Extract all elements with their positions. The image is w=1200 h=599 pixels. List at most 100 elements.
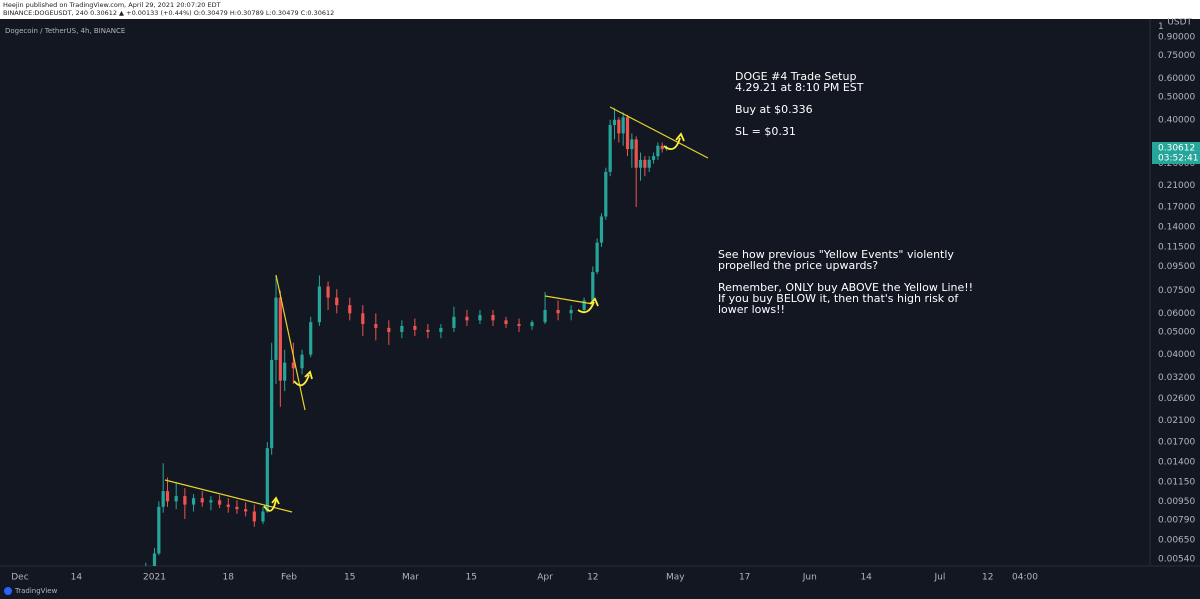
x-tick-label: 17 [739, 573, 750, 583]
candle-body [191, 498, 196, 505]
candle-body [252, 511, 256, 522]
annotation-line: 4.29.21 at 8:10 PM EST [735, 81, 864, 94]
x-tick-label: 12 [587, 573, 598, 583]
candle-body [543, 309, 547, 323]
axes: 10.90000 0.75000 0.60000 0.50000 0.40000 0.26… [11, 22, 1195, 583]
candle-body [183, 496, 187, 505]
x-tick-label: 15 [344, 573, 355, 583]
candle-body [165, 491, 170, 502]
annotation-line: propelled the price upwards? [718, 259, 878, 272]
y-tick-label: 0.11500 [1158, 242, 1195, 252]
x-tick-label: Dec [11, 573, 28, 583]
published-line: Heejin published on TradingView.com, Apr… [3, 1, 221, 9]
candle-body [491, 315, 495, 321]
candle-body [595, 242, 599, 272]
candle-body [244, 509, 248, 512]
candle-body [300, 354, 304, 369]
arrow [577, 297, 599, 314]
y-tick-label: 0.05000 [1158, 327, 1195, 337]
y-tick-label: 0.09500 [1158, 262, 1195, 272]
symbol-line: BINANCE:DOGEUSDT, 240 0.30612 ▲ +0.00133… [3, 9, 334, 17]
candle-body [226, 504, 230, 507]
candle-body [612, 119, 617, 125]
y-tick-label: 0.00650 [1158, 536, 1195, 546]
y-tick-label: 0.06000 [1158, 309, 1195, 319]
y-tick-label: 0.01400 [1158, 457, 1195, 467]
y-tick-label: 0.03200 [1158, 373, 1195, 383]
y-tick-label: 1 [1158, 22, 1164, 32]
candle-body [317, 286, 321, 323]
candle-body [465, 316, 469, 321]
y-tick-label: 0.00790 [1158, 516, 1195, 526]
candle-body [326, 286, 330, 298]
last-price: 0.30612 [1158, 144, 1195, 154]
annotation-line: Remember, ONLY buy ABOVE the Yellow Line… [718, 281, 973, 294]
arrow [293, 370, 313, 387]
candle-body [235, 506, 239, 510]
y-tick-label: 0.90000 [1158, 33, 1195, 43]
trend-line [544, 295, 594, 305]
y-tick-label: 0.75000 [1158, 51, 1195, 61]
candle-body [604, 171, 608, 217]
y-tick-label: 0.04000 [1158, 350, 1195, 360]
arrow [263, 496, 280, 512]
candle-body [152, 553, 157, 566]
countdown: 03:52:41 [1158, 154, 1198, 164]
candle-body [261, 511, 265, 522]
candle-body [530, 322, 534, 326]
candle-body [426, 329, 430, 332]
candles [145, 107, 669, 566]
candle-body [161, 491, 165, 507]
x-tick-label: Jun [802, 573, 817, 583]
candle-body [556, 309, 560, 314]
candle-body [413, 325, 417, 330]
y-tick-label: 0.01150 [1158, 477, 1195, 487]
x-tick-label: Jul [934, 573, 946, 583]
candle-body [478, 315, 482, 321]
candle-body [452, 316, 456, 328]
candle-body [569, 309, 573, 314]
candle-body [174, 496, 178, 502]
candle-body [387, 327, 391, 332]
y-tick-label: 0.26000 [1158, 159, 1195, 169]
candle-body [270, 359, 274, 449]
candle-body [217, 500, 222, 505]
candle-body [608, 124, 612, 172]
candle-body [278, 297, 282, 381]
candle-body [599, 216, 604, 243]
x-tick-label: 18 [223, 573, 235, 583]
annotation-line: DOGE #4 Trade Setup [735, 70, 856, 83]
annotation-line: Buy at $0.336 [735, 103, 813, 116]
candle-body [291, 362, 295, 369]
candle-body [651, 156, 656, 160]
last-price-box [1152, 142, 1200, 164]
candle-body [647, 159, 651, 168]
candle-body [660, 145, 664, 150]
x-tick-label: 14 [71, 573, 83, 583]
candle-body [643, 159, 647, 168]
annotation-line: lower lows!! [718, 303, 785, 316]
x-tick-label: May [666, 573, 685, 583]
candle-body [265, 448, 269, 512]
candle-body [634, 139, 638, 168]
x-tick-label: 15 [466, 573, 477, 583]
x-tick-label: 04:00 [1012, 573, 1038, 583]
y-tick-label: 0.21000 [1158, 181, 1195, 191]
chart-title: Dogecoin / TetherUS, 4h, BINANCE [5, 27, 125, 35]
candle-body [309, 322, 313, 355]
annotation-line: If you buy BELOW it, then that's high ri… [718, 292, 959, 305]
candle-body [504, 320, 508, 325]
y-tick-label: 0.40000 [1158, 115, 1195, 125]
candle-body [283, 362, 287, 381]
trend-line [609, 106, 709, 159]
annotation-line: See how previous "Yellow Events" violent… [718, 248, 954, 261]
y-tick-label: 0.00540 [1158, 554, 1195, 564]
candle-body [157, 506, 161, 554]
brand: TradingView [14, 587, 58, 595]
x-tick-label: 14 [860, 573, 872, 583]
brand-logo [4, 587, 12, 595]
candle-body [582, 300, 586, 310]
axis-unit: USDT [1167, 18, 1192, 28]
